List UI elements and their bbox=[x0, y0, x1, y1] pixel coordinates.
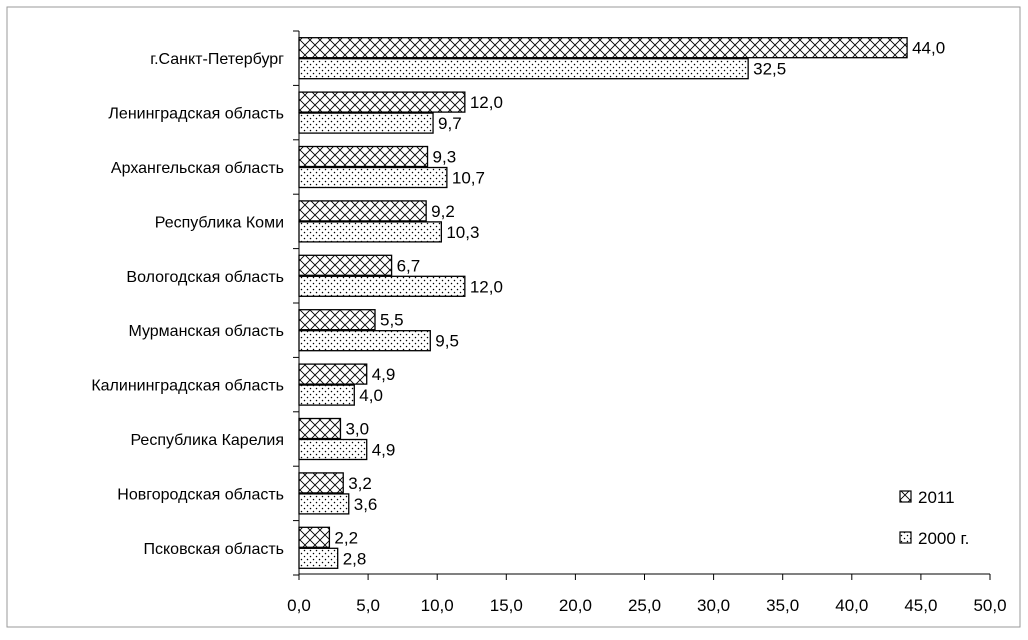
bar-2011 bbox=[298, 200, 427, 222]
data-label: 44,0 bbox=[912, 39, 945, 58]
data-label: 4,9 bbox=[372, 441, 396, 460]
data-label: 4,0 bbox=[359, 386, 383, 405]
x-tick-label: 0,0 bbox=[287, 596, 311, 615]
bar-2000 bbox=[298, 438, 368, 461]
data-label: 9,3 bbox=[433, 148, 457, 167]
bar-2011 bbox=[298, 417, 342, 440]
bar-2011 bbox=[298, 309, 376, 331]
category-label: Мурманская область bbox=[128, 323, 284, 340]
bar-2000 bbox=[298, 384, 355, 406]
data-label: 12,0 bbox=[470, 93, 503, 112]
category-label: Архангельская область bbox=[111, 160, 284, 177]
data-label: 3,0 bbox=[345, 420, 369, 439]
legend-swatch bbox=[899, 490, 912, 503]
legend-swatch bbox=[899, 531, 912, 544]
bar-2000 bbox=[298, 547, 339, 569]
bar-2000 bbox=[298, 221, 442, 243]
data-label: 2,2 bbox=[334, 528, 358, 547]
data-label: 9,5 bbox=[435, 332, 459, 351]
x-tick-label: 30,0 bbox=[697, 596, 730, 615]
x-tick-label: 20,0 bbox=[559, 596, 592, 615]
x-tick-label: 50,0 bbox=[973, 596, 1006, 615]
bar-2000 bbox=[298, 166, 448, 189]
bar-2011 bbox=[298, 37, 908, 59]
category-label: Новгородская область bbox=[117, 486, 284, 503]
x-tick-label: 10,0 bbox=[421, 596, 454, 615]
bar-2011 bbox=[298, 254, 393, 276]
data-label: 3,2 bbox=[348, 474, 372, 493]
x-tick-label: 35,0 bbox=[766, 596, 799, 615]
legend-label: 2011 bbox=[918, 488, 955, 507]
data-label: 3,6 bbox=[354, 495, 378, 514]
x-tick-label: 40,0 bbox=[835, 596, 868, 615]
data-label: 32,5 bbox=[753, 60, 786, 79]
bar-2000 bbox=[298, 275, 466, 297]
plot-area: 0,0 5,0 10,0 15,0 20,0 25,0 30,0 35,0 40,0 45,0 50… bbox=[91, 30, 1007, 615]
legend: 2011 2000 г. bbox=[899, 488, 969, 548]
data-label: 2,8 bbox=[343, 549, 367, 568]
data-label: 10,3 bbox=[446, 223, 479, 242]
category-label: Республика Коми bbox=[155, 214, 284, 231]
data-label: 5,5 bbox=[380, 311, 404, 330]
data-label: 12,0 bbox=[470, 277, 503, 296]
data-label: 4,9 bbox=[372, 365, 396, 384]
category-label: г.Санкт-Петербург bbox=[150, 51, 284, 68]
x-tick-label: 25,0 bbox=[628, 596, 661, 615]
data-label: 9,7 bbox=[438, 114, 462, 133]
data-label: 9,2 bbox=[431, 202, 455, 221]
category-label: Вологодская область bbox=[126, 269, 284, 286]
bar-2011 bbox=[298, 91, 466, 113]
legend-label: 2000 г. bbox=[918, 529, 969, 548]
category-label: Республика Карелия bbox=[130, 432, 284, 449]
bar-2011 bbox=[298, 363, 368, 385]
bar-2000 bbox=[298, 58, 749, 80]
bar-2000 bbox=[298, 112, 434, 134]
category-label: Калининградская область bbox=[91, 378, 284, 395]
x-tick-label: 15,0 bbox=[490, 596, 523, 615]
category-label: Псковская область bbox=[144, 541, 285, 558]
bar-2000 bbox=[298, 493, 350, 515]
x-tick-label: 5,0 bbox=[356, 596, 380, 615]
bar-2000 bbox=[298, 330, 431, 352]
category-label: Ленинградская область bbox=[108, 106, 284, 123]
bar-2011 bbox=[298, 526, 331, 548]
data-label: 10,7 bbox=[452, 169, 485, 188]
chart-frame bbox=[6, 6, 1021, 628]
bar-2011 bbox=[298, 145, 429, 168]
bar-2011 bbox=[298, 472, 344, 494]
data-label: 6,7 bbox=[397, 256, 421, 275]
x-tick-label: 45,0 bbox=[904, 596, 937, 615]
